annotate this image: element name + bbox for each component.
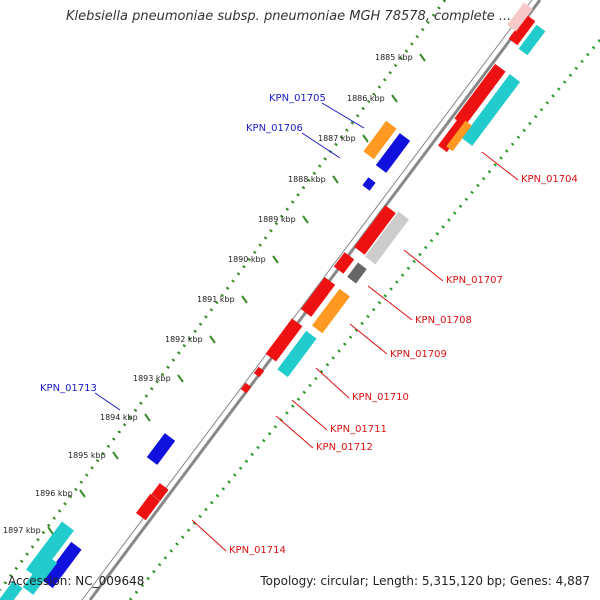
tick-label: 1895 kbp	[68, 451, 106, 460]
map-title: Klebsiella pneumoniae subsp. pneumoniae …	[66, 9, 512, 24]
gene-label-leader-line	[301, 132, 341, 159]
tick-label: 1894 kbp	[100, 413, 138, 422]
tick-label: 1896 kbp	[35, 489, 73, 498]
tick-label: 1889 kbp	[258, 215, 296, 224]
tick-mark	[241, 295, 248, 304]
tick-mark	[272, 255, 279, 264]
tick-mark	[79, 489, 86, 498]
tick-mark	[362, 134, 369, 143]
tick-mark	[419, 53, 426, 62]
gene-label-leader-line	[321, 102, 365, 129]
forward-strand-dotted-line	[0, 0, 447, 591]
gene-block-red[interactable]	[454, 63, 506, 127]
gene-block-pink[interactable]	[507, 2, 533, 32]
gene-block-red[interactable]	[438, 119, 466, 153]
gene-label-leader-line	[367, 285, 413, 321]
gene-block-gray[interactable]	[365, 211, 409, 265]
tick-mark	[144, 413, 151, 422]
gene-label[interactable]: KPN_01709	[390, 349, 447, 360]
gene-block-orange[interactable]	[312, 288, 350, 334]
tick-label: 1885 kbp	[375, 53, 413, 62]
gene-label-leader-line	[315, 367, 350, 399]
gene-label[interactable]: KPN_01708	[415, 315, 472, 326]
gene-label[interactable]: KPN_01710	[352, 392, 409, 403]
tick-mark	[112, 451, 119, 460]
gene-label[interactable]: KPN_01711	[330, 424, 387, 435]
gene-label[interactable]: KPN_01713	[40, 383, 97, 394]
gene-label[interactable]: KPN_01704	[521, 174, 578, 185]
gene-label[interactable]: KPN_01712	[316, 442, 373, 453]
gene-block-red[interactable]	[265, 318, 303, 362]
tick-mark	[209, 335, 216, 344]
gene-label-leader-line	[275, 415, 314, 449]
tick-label: 1892 kbp	[165, 335, 203, 344]
tick-label: 1886 kbp	[347, 94, 385, 103]
gene-block-red[interactable]	[354, 205, 396, 255]
tick-marks: 1885 kbp 1886 kbp 1887 kbp 1888 kbp 1889 kbp…	[3, 53, 426, 535]
tick-label: 1891 kbp	[197, 295, 235, 304]
tick-mark	[177, 374, 184, 383]
gene-block-cyan[interactable]	[518, 24, 546, 56]
gene-block-blue[interactable]	[375, 133, 411, 173]
gene-label-leader-line	[94, 392, 121, 411]
tick-mark	[391, 94, 398, 103]
gene-block-cyan[interactable]	[0, 580, 23, 600]
tick-label: 1897 kbp	[3, 526, 41, 535]
tick-mark	[332, 175, 339, 184]
tick-mark	[47, 526, 54, 535]
tick-label: 1893 kbp	[133, 374, 171, 383]
gene-label[interactable]: KPN_01706	[246, 123, 303, 134]
gene-block-darkgray[interactable]	[347, 262, 367, 284]
gene-block-red[interactable]	[136, 493, 160, 521]
reverse-strand-dotted-line	[128, 39, 600, 600]
gene-block-red[interactable]	[508, 14, 536, 46]
gene-features[interactable]	[0, 2, 546, 600]
gene-label-leader-line	[403, 249, 444, 282]
gene-label[interactable]: KPN_01707	[446, 275, 503, 286]
gene-label[interactable]: KPN_01714	[229, 545, 286, 556]
gene-block-orange[interactable]	[363, 120, 397, 160]
gene-block-red[interactable]	[253, 366, 265, 378]
gene-block-red[interactable]	[333, 252, 355, 274]
gene-block-red[interactable]	[240, 382, 252, 394]
gene-label[interactable]: KPN_01705	[269, 93, 326, 104]
gene-block-blue[interactable]	[42, 541, 82, 589]
tick-label: 1888 kbp	[288, 175, 326, 184]
gene-label-leader-line	[349, 323, 388, 355]
gene-block-cyan[interactable]	[461, 74, 521, 146]
gene-block-cyan[interactable]	[26, 521, 74, 579]
gene-label-leader-line	[481, 151, 519, 181]
tick-label: 1887 kbp	[318, 134, 356, 143]
gene-label-leader-line	[191, 519, 227, 552]
gene-block-red[interactable]	[151, 483, 169, 501]
gene-block-cyan[interactable]	[22, 555, 58, 595]
gene-labels: KPN_01705 KPN_01706 KPN_01704 KPN_01707 KPN_…	[40, 93, 578, 556]
gene-block-blue[interactable]	[362, 177, 376, 191]
gene-label-leader-line	[291, 399, 328, 431]
gene-block-blue[interactable]	[146, 433, 176, 465]
tick-mark	[302, 215, 309, 224]
gene-block-red[interactable]	[300, 277, 336, 317]
tick-label: 1890 kbp	[228, 255, 266, 264]
gene-block-orange[interactable]	[446, 120, 472, 152]
accession-text: Accession: NC_009648	[8, 574, 145, 588]
gene-block-cyan[interactable]	[277, 330, 317, 378]
topology-summary-text: Topology: circular; Length: 5,315,120 bp…	[260, 574, 590, 588]
